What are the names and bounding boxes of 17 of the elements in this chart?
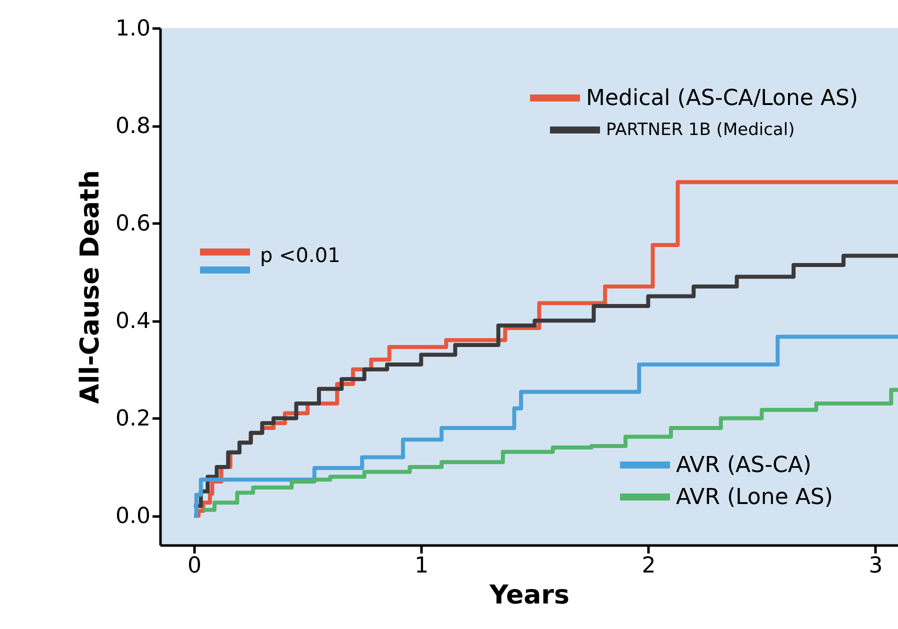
y-tick-label: 0.8 <box>116 114 150 140</box>
y-tick-label: 1.0 <box>116 16 150 42</box>
y-tick-label: 0.6 <box>116 212 150 237</box>
x-axis-title: Years <box>488 580 570 610</box>
x-tick-label: 0 <box>188 554 202 578</box>
y-tick-label: 0.0 <box>116 504 150 530</box>
y-tick-label: 0.4 <box>116 309 150 334</box>
legend-label: PARTNER 1B (Medical) <box>606 120 795 140</box>
legend-label: Medical (AS-CA/Lone AS) <box>586 86 858 111</box>
x-tick-label: 1 <box>414 554 429 578</box>
x-tick-label: 2 <box>642 554 656 578</box>
annotation: p <0.01 <box>260 243 340 267</box>
legend-label: AVR (AS-CA) <box>676 453 812 478</box>
x-tick-label: 3 <box>868 554 883 578</box>
y-axis-title: All-Cause Death <box>76 170 106 404</box>
legend-label: AVR (Lone AS) <box>676 485 833 510</box>
y-tick-label: 0.2 <box>116 406 150 432</box>
